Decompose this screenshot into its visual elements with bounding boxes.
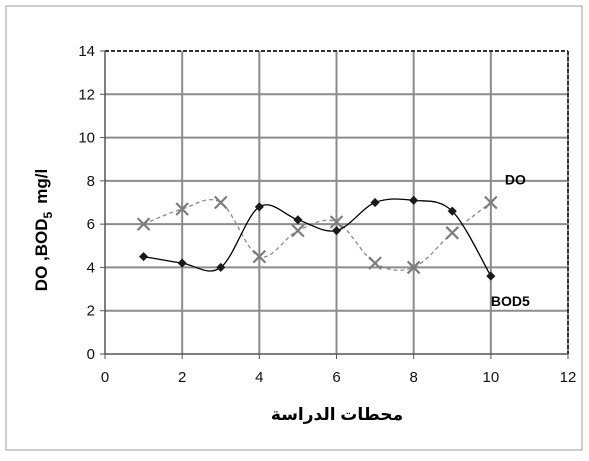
x-marker-stroke xyxy=(484,195,498,210)
x-marker-stroke xyxy=(213,195,228,210)
data-point-bod5 xyxy=(370,197,380,208)
series-line-bod5 xyxy=(143,198,492,277)
data-point-do xyxy=(175,202,189,216)
label-layer: DO BOD5 xyxy=(491,172,530,310)
data-point-bod5 xyxy=(177,258,187,268)
data-point-bod5 xyxy=(486,271,496,281)
y-tick-label: 6 xyxy=(87,216,95,233)
y-tick-label: 0 xyxy=(87,346,95,363)
x-tick-label: 4 xyxy=(255,369,263,386)
y-axis-title: DO ,BOD5 mg/l xyxy=(32,169,55,291)
x-tick-label: 0 xyxy=(101,369,109,386)
data-point-bod5 xyxy=(254,202,264,212)
data-point-do xyxy=(329,215,344,229)
y-tick-label: 12 xyxy=(78,86,95,103)
x-marker-stroke xyxy=(252,249,267,264)
data-point-bod5 xyxy=(293,215,303,225)
x-marker-stroke xyxy=(329,215,344,229)
x-marker-stroke xyxy=(136,217,151,231)
x-tick-label: 8 xyxy=(409,369,417,386)
data-point-do xyxy=(484,195,498,210)
x-marker-stroke xyxy=(291,223,305,238)
y-tick-label: 2 xyxy=(87,303,95,320)
series-label-do: DO xyxy=(505,172,526,188)
data-point-bod5 xyxy=(139,252,149,262)
data-point-bod5 xyxy=(447,206,457,216)
grid-layer xyxy=(105,50,569,354)
y-tick-label: 14 xyxy=(78,43,95,60)
data-point-do xyxy=(291,223,305,238)
x-tick-label: 12 xyxy=(560,369,577,386)
y-tick-label: 10 xyxy=(78,130,95,147)
data-point-do xyxy=(213,195,228,210)
data-point-bod5 xyxy=(216,262,226,272)
x-tick-label: 2 xyxy=(178,369,186,386)
x-marker-stroke xyxy=(406,260,421,275)
data-point-bod5 xyxy=(331,226,342,236)
x-marker-stroke xyxy=(445,226,460,240)
axis-layer: 0 2 4 6 8 10 12 0 2 4 6 8 10 12 14 xyxy=(78,43,576,386)
y-axis-title-subscript: 5 xyxy=(41,211,55,218)
data-point-do xyxy=(252,249,267,264)
y-tick-label: 4 xyxy=(87,259,95,276)
series-line-do xyxy=(143,199,492,271)
x-tick-label: 10 xyxy=(482,369,499,386)
series-label-bod5: BOD5 xyxy=(491,293,530,309)
x-marker-stroke xyxy=(368,256,382,270)
y-axis-title-main: DO ,BOD xyxy=(32,218,51,291)
y-axis-title-unit: mg/l xyxy=(32,169,51,204)
x-marker-stroke xyxy=(175,202,189,216)
data-point-do xyxy=(445,226,460,240)
data-point-do xyxy=(136,217,151,231)
data-point-do xyxy=(406,260,421,275)
data-point-bod5 xyxy=(409,195,419,205)
y-tick-label: 8 xyxy=(87,173,95,190)
x-axis-title: محطات الدراسة xyxy=(271,405,403,424)
series-layer xyxy=(136,195,498,281)
data-point-do xyxy=(368,256,382,270)
x-tick-label: 6 xyxy=(332,369,340,386)
